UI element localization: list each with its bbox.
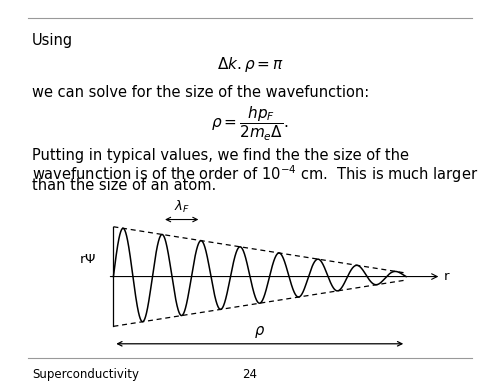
Text: $\Delta k.\rho = \pi$: $\Delta k.\rho = \pi$ — [216, 55, 284, 74]
Text: $\rho = \dfrac{hp_F}{2m_e\Delta}.$: $\rho = \dfrac{hp_F}{2m_e\Delta}.$ — [211, 105, 289, 144]
Text: 24: 24 — [242, 368, 258, 381]
Text: Using: Using — [32, 33, 73, 48]
Text: $\rho$: $\rho$ — [254, 324, 266, 340]
Text: $\lambda_F$: $\lambda_F$ — [174, 198, 190, 215]
Text: r: r — [444, 270, 450, 283]
Text: wavefunction is of the order of $10^{-4}$ cm.  This is much larger: wavefunction is of the order of $10^{-4}… — [32, 163, 478, 185]
Text: r$\Psi$: r$\Psi$ — [79, 252, 96, 266]
Text: than the size of an atom.: than the size of an atom. — [32, 178, 216, 193]
Text: Superconductivity: Superconductivity — [32, 368, 139, 381]
Text: Putting in typical values, we find the the size of the: Putting in typical values, we find the t… — [32, 148, 409, 163]
Text: we can solve for the size of the wavefunction:: we can solve for the size of the wavefun… — [32, 85, 369, 100]
